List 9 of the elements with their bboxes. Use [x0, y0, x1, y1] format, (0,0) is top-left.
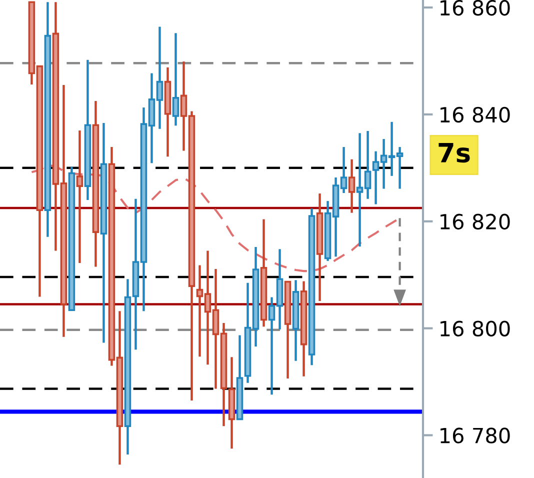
y-tick-label: 16 800 — [440, 320, 510, 336]
text: 7s — [438, 143, 470, 163]
candlestick — [348, 158, 356, 214]
candlestick — [172, 32, 180, 127]
candlestick — [76, 129, 84, 264]
y-tick-label: 16 840 — [440, 106, 510, 123]
y-tick-label: 16 860 — [440, 0, 510, 16]
y-tick-label: 16 820 — [440, 214, 510, 230]
y-tick-label: 16 780 — [440, 428, 510, 444]
